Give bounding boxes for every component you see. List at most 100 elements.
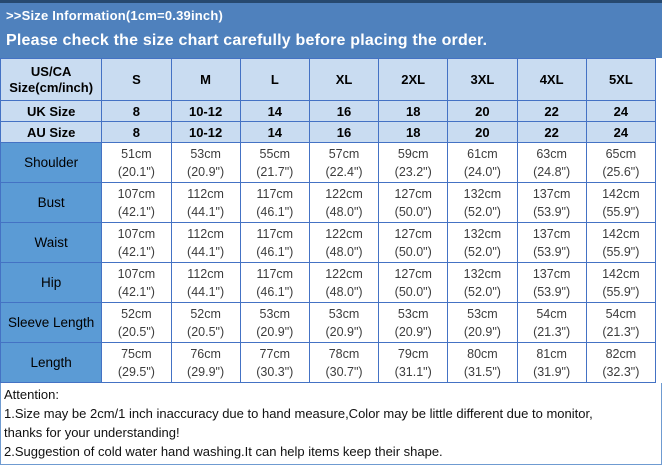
measurement-value-cell: 132cm (52.0") xyxy=(447,262,518,303)
value-inch: (52.0") xyxy=(463,204,501,219)
measurement-value-cell: 142cm (55.9") xyxy=(585,182,657,223)
size-row-label: UK Size xyxy=(0,100,103,122)
measurement-row-label: Bust xyxy=(0,182,103,223)
top-divider xyxy=(0,0,662,3)
value-inch: (52.0") xyxy=(463,284,501,299)
measurement-value-cell: 75cm (29.5") xyxy=(101,342,172,383)
size-column-header: 4XL xyxy=(516,58,587,101)
size-value-cell: 16 xyxy=(308,121,380,143)
value-inch: (44.1") xyxy=(187,204,225,219)
value-cm: 52cm xyxy=(121,306,152,321)
value-inch: (50.0") xyxy=(394,284,432,299)
size-column-header: 2XL xyxy=(378,58,449,101)
value-cm: 117cm xyxy=(256,266,294,281)
value-cm: 132cm xyxy=(463,266,502,281)
measurement-row: Sleeve Length 52cm (20.5") 52cm (20.5") 53cm (… xyxy=(0,302,657,343)
value-cm: 137cm xyxy=(532,266,571,281)
corner-line2: Size(cm/inch) xyxy=(9,79,94,95)
value-cm: 78cm xyxy=(328,346,360,361)
size-value-cell: 14 xyxy=(239,121,310,143)
value-cm: 59cm xyxy=(397,146,429,161)
value-inch: (48.0") xyxy=(325,204,363,219)
value-inch: (31.9") xyxy=(533,364,571,379)
size-column-header: 3XL xyxy=(447,58,518,101)
size-conversion-row: AU Size 8 10-12 14 16 18 20 22 24 xyxy=(0,121,657,143)
banner: >>Size Information(1cm=0.39inch) Please … xyxy=(0,3,662,58)
measurement-value-cell: 63cm (24.8") xyxy=(516,142,587,183)
size-column-header: XL xyxy=(308,58,380,101)
size-column-header: S xyxy=(101,58,172,101)
size-value-cell: 24 xyxy=(585,121,657,143)
value-cm: 127cm xyxy=(394,226,432,241)
value-inch: (29.9") xyxy=(187,364,225,379)
value-inch: (20.5") xyxy=(187,324,225,339)
value-inch: (20.9") xyxy=(256,324,294,339)
size-value-cell: 18 xyxy=(378,100,449,122)
measurement-row: Shoulder 51cm (20.1") 53cm (20.9") 55cm (21.7"… xyxy=(0,142,657,183)
measurement-value-cell: 65cm (25.6") xyxy=(585,142,657,183)
value-cm: 122cm xyxy=(325,226,363,241)
value-cm: 112cm xyxy=(187,186,224,201)
size-conversion-row: UK Size 8 10-12 14 16 18 20 22 24 xyxy=(0,100,657,122)
attention-line: 1.Size may be 2cm/1 inch inaccuracy due … xyxy=(4,406,593,421)
value-inch: (55.9") xyxy=(602,204,640,219)
value-cm: 76cm xyxy=(190,346,221,361)
value-inch: (20.5") xyxy=(117,324,155,339)
value-inch: (53.9") xyxy=(533,244,571,259)
size-table: US/CA Size(cm/inch) S M L XL 2XL 3XL 4XL 5XL UK Si… xyxy=(0,58,657,383)
measurement-value-cell: 55cm (21.7") xyxy=(239,142,310,183)
measurement-row-label: Length xyxy=(0,342,103,383)
size-value-cell: 18 xyxy=(378,121,449,143)
measurement-value-cell: 107cm (42.1") xyxy=(101,182,172,223)
measurement-value-cell: 132cm (52.0") xyxy=(447,222,518,263)
measurement-row: Waist 107cm (42.1") 112cm (44.1") 117cm (46.1"… xyxy=(0,222,657,263)
value-cm: 61cm xyxy=(467,146,498,161)
value-cm: 117cm xyxy=(256,186,294,201)
value-cm: 80cm xyxy=(467,346,498,361)
size-row-label: AU Size xyxy=(0,121,103,143)
value-cm: 107cm xyxy=(117,226,156,241)
table-header-row: US/CA Size(cm/inch) S M L XL 2XL 3XL 4XL 5XL xyxy=(0,58,657,101)
value-cm: 57cm xyxy=(328,146,360,161)
size-value-cell: 8 xyxy=(101,121,172,143)
measurement-value-cell: 52cm (20.5") xyxy=(170,302,241,343)
measurement-value-cell: 81cm (31.9") xyxy=(516,342,587,383)
value-inch: (48.0") xyxy=(325,284,363,299)
value-cm: 54cm xyxy=(536,306,567,321)
corner-line1: US/CA xyxy=(30,63,72,79)
measurement-value-cell: 107cm (42.1") xyxy=(101,262,172,303)
value-inch: (53.9") xyxy=(533,204,571,219)
measurement-row-label: Shoulder xyxy=(0,142,103,183)
value-cm: 55cm xyxy=(259,146,291,161)
value-cm: 137cm xyxy=(532,186,571,201)
measurement-row-label: Hip xyxy=(0,262,103,303)
size-value-cell: 10-12 xyxy=(170,121,241,143)
value-inch: (24.8") xyxy=(533,164,571,179)
value-inch: (22.4") xyxy=(325,164,363,179)
size-column-header: M xyxy=(170,58,241,101)
measurement-value-cell: 112cm (44.1") xyxy=(170,222,241,263)
size-value-cell: 20 xyxy=(447,100,518,122)
size-value-cell: 8 xyxy=(101,100,172,122)
corner-header-cell: US/CA Size(cm/inch) xyxy=(0,58,103,101)
value-cm: 142cm xyxy=(602,266,640,281)
value-inch: (44.1") xyxy=(187,244,225,259)
measurement-value-cell: 142cm (55.9") xyxy=(585,222,657,263)
value-cm: 53cm xyxy=(328,306,360,321)
value-inch: (31.1") xyxy=(394,364,432,379)
attention-line: Attention: xyxy=(4,387,59,402)
value-cm: 53cm xyxy=(397,306,429,321)
value-cm: 107cm xyxy=(117,266,156,281)
measurement-row-label: Waist xyxy=(0,222,103,263)
value-inch: (23.2") xyxy=(394,164,432,179)
attention-line: 2.Suggestion of cold water hand washing.… xyxy=(4,444,443,459)
value-cm: 63cm xyxy=(536,146,567,161)
measurement-value-cell: 142cm (55.9") xyxy=(585,262,657,303)
measurement-value-cell: 127cm (50.0") xyxy=(378,222,449,263)
measurement-value-cell: 78cm (30.7") xyxy=(308,342,380,383)
value-cm: 132cm xyxy=(463,226,502,241)
value-cm: 127cm xyxy=(394,266,432,281)
measurement-value-cell: 80cm (31.5") xyxy=(447,342,518,383)
measurement-value-cell: 82cm (32.3") xyxy=(585,342,657,383)
